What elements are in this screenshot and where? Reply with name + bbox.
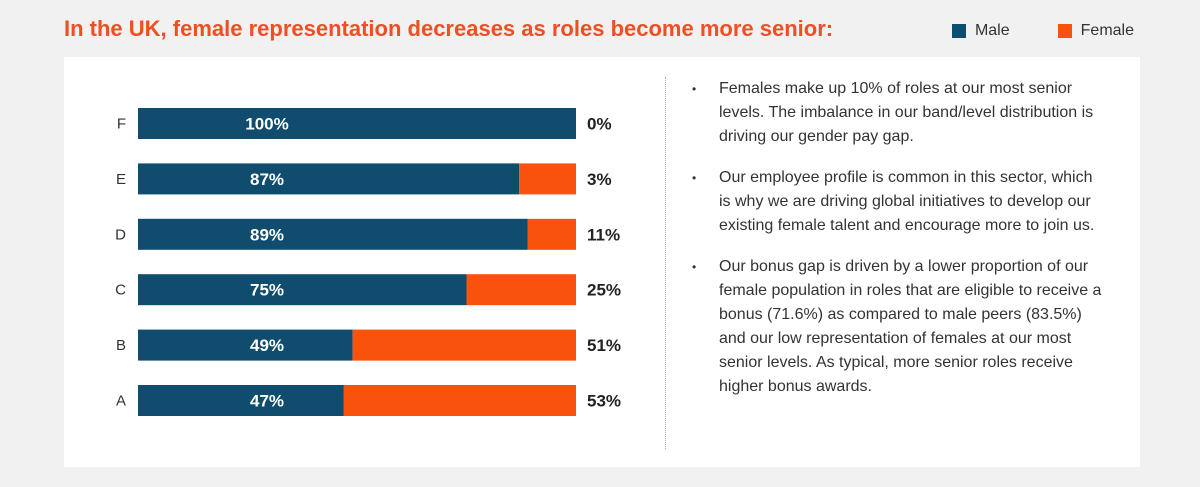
legend-item-female: Female xyxy=(1057,22,1134,40)
legend-swatch-male xyxy=(951,24,966,38)
bar-male xyxy=(138,163,520,195)
legend-label-female: Female xyxy=(1080,22,1134,39)
data-label-male: 75% xyxy=(250,281,284,300)
note-item: • Our employee profile is common in this… xyxy=(688,166,1108,238)
bar-female xyxy=(527,218,576,250)
legend: Male Female xyxy=(951,22,1134,40)
legend-swatch-female xyxy=(1057,24,1072,38)
bar-male xyxy=(138,385,344,416)
data-label-female: 0% xyxy=(587,115,612,134)
legend-item-male: Male xyxy=(951,22,1010,40)
bullet-icon: • xyxy=(692,171,697,185)
bar-male xyxy=(138,274,467,306)
bar-female xyxy=(466,274,576,306)
note-text: Our employee profile is common in this s… xyxy=(719,169,1095,234)
note-text: Our bonus gap is driven by a lower propo… xyxy=(719,258,1102,395)
bar-male xyxy=(138,108,576,139)
data-label-male: 89% xyxy=(250,225,284,244)
category-label: F xyxy=(117,116,126,133)
bar-female xyxy=(352,329,576,361)
legend-label-male: Male xyxy=(974,22,1010,39)
category-label: B xyxy=(116,337,126,354)
stacked-bar-chart: F 100% 0% E 87% 3% D 89% 11% C 75% 25% B 49% 51% A 47% 53… xyxy=(115,108,621,416)
data-label-female: 51% xyxy=(587,336,621,355)
bullet-icon: • xyxy=(692,82,697,96)
divider xyxy=(665,77,666,449)
note-item: • Our bonus gap is driven by a lower pro… xyxy=(688,255,1108,399)
data-label-female: 11% xyxy=(587,225,620,244)
data-label-male: 87% xyxy=(250,170,284,189)
category-label: C xyxy=(115,282,126,299)
data-label-female: 25% xyxy=(587,281,621,300)
content-panel: F 100% 0% E 87% 3% D 89% 11% C 75% 25% B 49% 51% A 47% 53… xyxy=(64,57,1140,467)
data-label-male: 49% xyxy=(250,336,284,355)
bar-female xyxy=(343,385,576,416)
data-label-female: 3% xyxy=(587,170,612,189)
bullet-icon: • xyxy=(692,260,697,274)
category-label: D xyxy=(115,226,126,243)
bar-female xyxy=(519,163,576,195)
notes-list: • Females make up 10% of roles at our mo… xyxy=(688,77,1108,416)
bar-male xyxy=(138,329,353,361)
chart-title: In the UK, female representation decreas… xyxy=(64,16,834,41)
bar-male xyxy=(138,218,528,250)
data-label-female: 53% xyxy=(587,392,621,411)
category-label: A xyxy=(116,393,126,410)
data-label-male: 100% xyxy=(245,115,288,134)
category-label: E xyxy=(116,171,126,188)
note-text: Females make up 10% of roles at our most… xyxy=(719,80,1094,145)
note-item: • Females make up 10% of roles at our mo… xyxy=(688,77,1108,149)
data-label-male: 47% xyxy=(250,392,284,411)
